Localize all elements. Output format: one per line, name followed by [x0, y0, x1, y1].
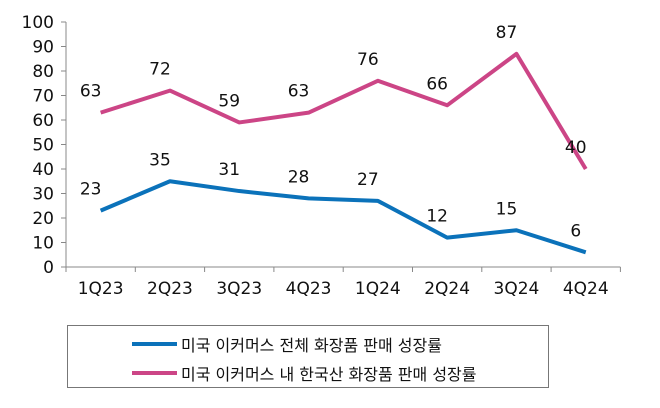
legend-label: 미국 이커머스 내 한국산 화장품 판매 성장률 — [181, 365, 477, 384]
x-tick-label: 1Q24 — [355, 279, 401, 299]
data-label: 72 — [149, 60, 171, 80]
x-tick-label: 3Q24 — [494, 279, 540, 299]
legend: 미국 이커머스 전체 화장품 판매 성장률 미국 이커머스 내 한국산 화장품 … — [67, 325, 549, 388]
y-tick-label: 70 — [32, 87, 54, 107]
data-label: 28 — [288, 167, 310, 187]
y-tick-label: 30 — [32, 185, 54, 205]
x-tick-label: 2Q24 — [424, 279, 470, 299]
legend-label: 미국 이커머스 전체 화장품 판매 성장률 — [181, 336, 442, 355]
y-tick-label: 0 — [43, 258, 54, 278]
series-line-0 — [99, 179, 587, 255]
legend-swatch-pink — [132, 371, 177, 375]
y-tick-label: 100 — [22, 13, 54, 33]
series-line-1 — [100, 51, 588, 171]
x-tick-label: 2Q23 — [147, 279, 193, 299]
y-tick-label: 90 — [32, 38, 54, 58]
legend-item-korean: 미국 이커머스 내 한국산 화장품 판매 성장률 — [132, 361, 476, 385]
data-label: 63 — [288, 82, 310, 102]
x-tick-label: 4Q24 — [563, 279, 609, 299]
data-label: 12 — [426, 207, 448, 227]
x-tick-label: 1Q23 — [78, 279, 124, 299]
data-label: 63 — [80, 82, 102, 102]
legend-item-total: 미국 이커머스 전체 화장품 판매 성장률 — [132, 332, 442, 356]
y-tick-label: 20 — [32, 209, 54, 229]
x-tick-label: 3Q23 — [216, 279, 262, 299]
data-label: 35 — [149, 150, 171, 170]
data-label: 31 — [218, 160, 240, 180]
data-label: 23 — [80, 180, 102, 200]
data-label: 59 — [218, 91, 240, 111]
line-chart: 0 10 20 30 40 50 60 70 80 90 100 1Q23 2Q23 3Q23 4Q23 1Q… — [22, 13, 621, 299]
data-label: 66 — [426, 74, 448, 94]
y-tick-label: 40 — [32, 160, 54, 180]
data-label: 27 — [357, 170, 379, 190]
x-tick-label: 4Q23 — [286, 279, 332, 299]
y-tick-label: 50 — [32, 136, 54, 156]
data-label: 87 — [496, 23, 518, 43]
data-label: 40 — [565, 138, 587, 158]
legend-swatch-blue — [132, 342, 177, 346]
y-tick-label: 80 — [32, 62, 54, 82]
data-label: 15 — [496, 199, 518, 219]
data-label: 6 — [570, 221, 581, 241]
data-label: 76 — [357, 50, 379, 70]
y-tick-label: 60 — [32, 111, 54, 131]
y-tick-label: 10 — [32, 234, 54, 254]
